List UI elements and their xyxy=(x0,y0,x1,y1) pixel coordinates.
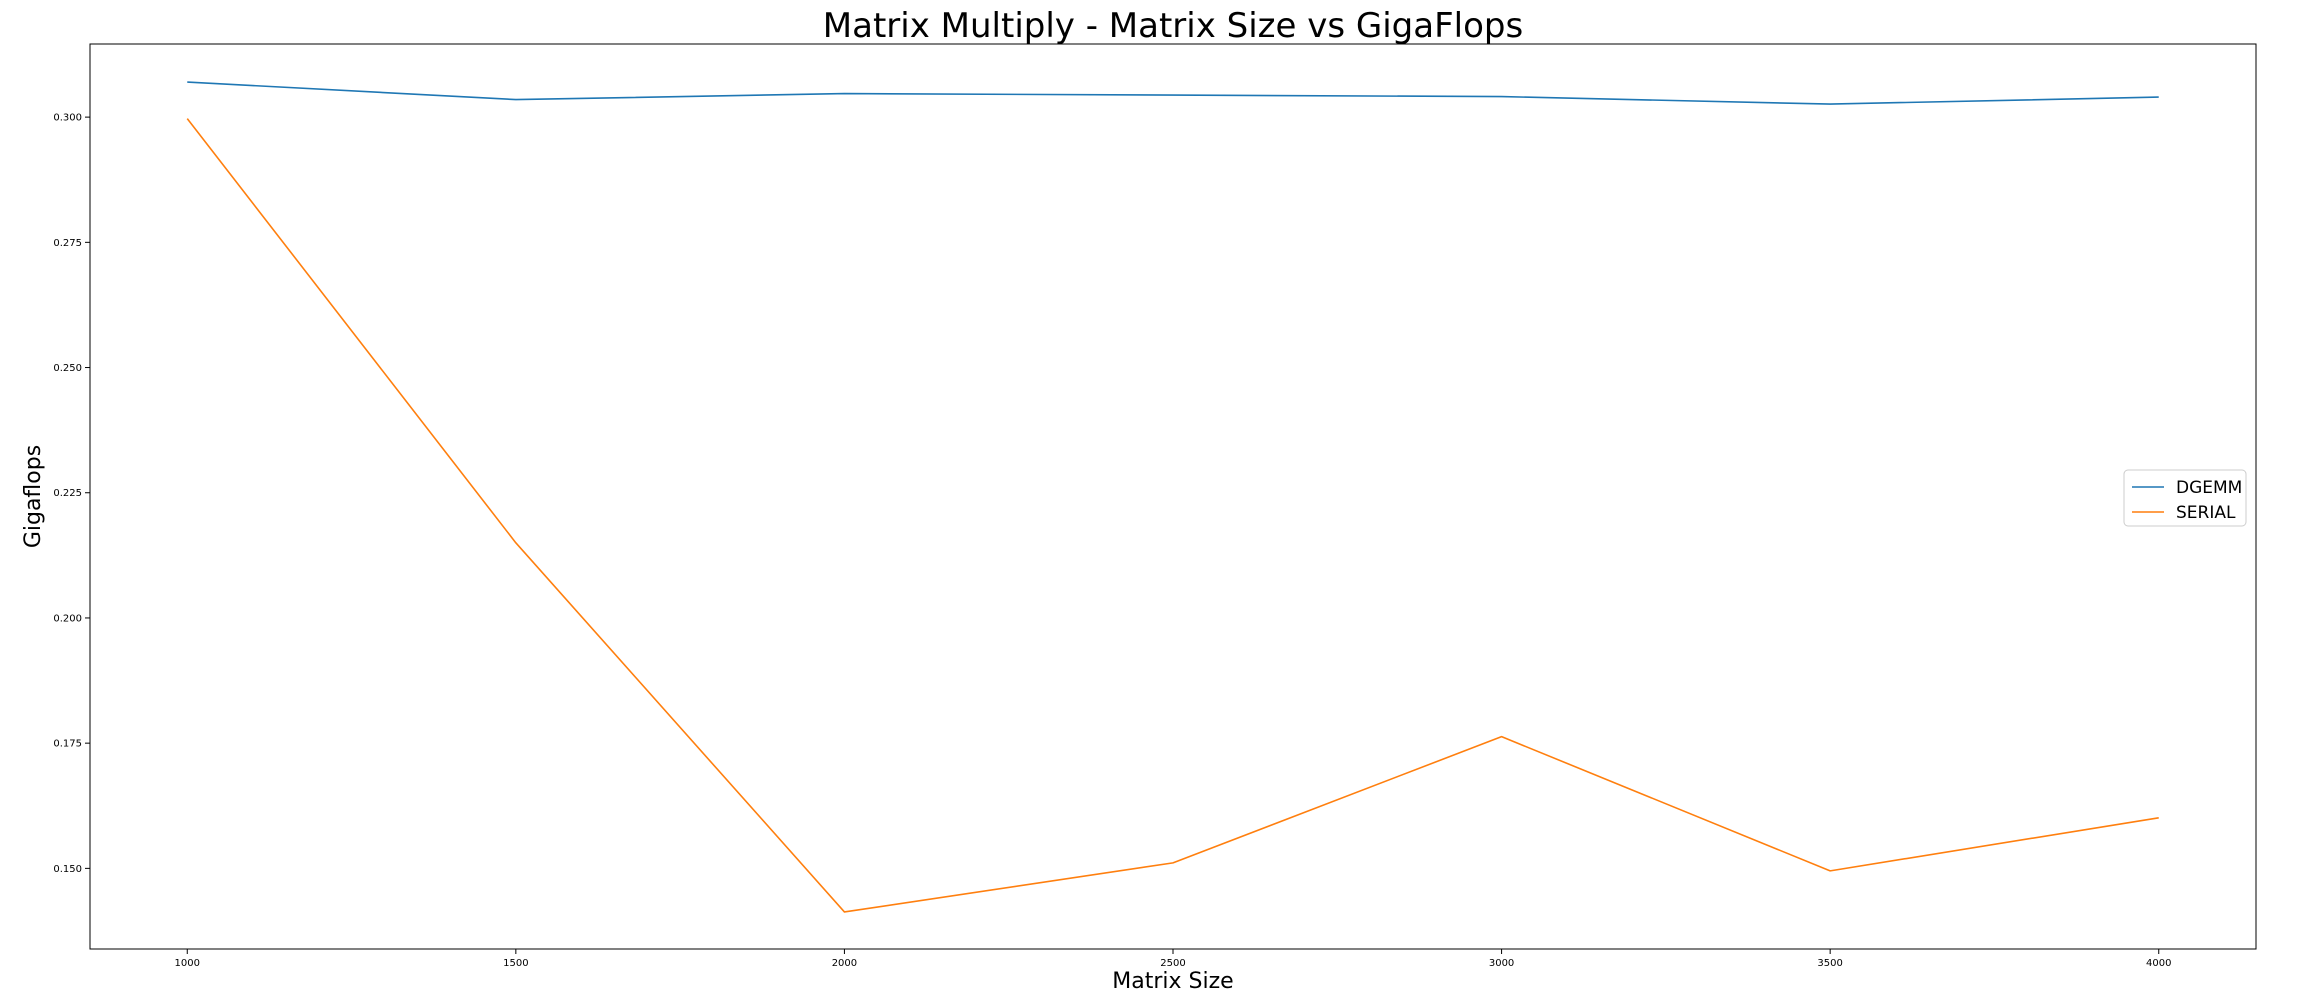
series-line-dgemm xyxy=(187,81,2159,105)
y-tick-label: 0.150 xyxy=(53,864,82,875)
x-axis-title: Matrix Size xyxy=(1112,969,1233,992)
x-tick-label: 2500 xyxy=(1160,958,1185,969)
x-tick-label: 4000 xyxy=(2146,958,2171,969)
y-tick-label: 0.275 xyxy=(53,238,82,249)
y-tick-label: 0.300 xyxy=(53,113,82,124)
y-tick-label: 0.250 xyxy=(53,363,82,374)
y-tick-label: 0.200 xyxy=(53,613,82,624)
x-tick-label: 2000 xyxy=(832,958,857,969)
x-axis-ticks: 1000 1500 2000 2500 3000 3500 4000 xyxy=(175,949,2171,969)
y-axis-title: Gigaflops xyxy=(21,445,46,548)
x-tick-label: 3500 xyxy=(1817,958,1842,969)
legend-label-serial: SERIAL xyxy=(2176,503,2236,523)
x-tick-label: 1000 xyxy=(175,958,200,969)
chart-title: Matrix Multiply - Matrix Size vs GigaFlo… xyxy=(823,6,1523,46)
x-tick-label: 3000 xyxy=(1489,958,1514,969)
y-tick-label: 0.225 xyxy=(53,488,82,499)
legend-label-dgemm: DGEMM xyxy=(2176,478,2242,498)
x-tick-label: 1500 xyxy=(503,958,528,969)
series-line-serial xyxy=(186,118,2159,913)
y-axis-ticks: 0.150 0.175 0.200 0.225 0.250 0.275 0.300 xyxy=(53,113,90,875)
plot-frame xyxy=(89,43,2257,950)
y-tick-label: 0.175 xyxy=(53,739,82,750)
plot-layer xyxy=(186,81,2159,913)
legend: DGEMM SERIAL xyxy=(2123,469,2247,527)
